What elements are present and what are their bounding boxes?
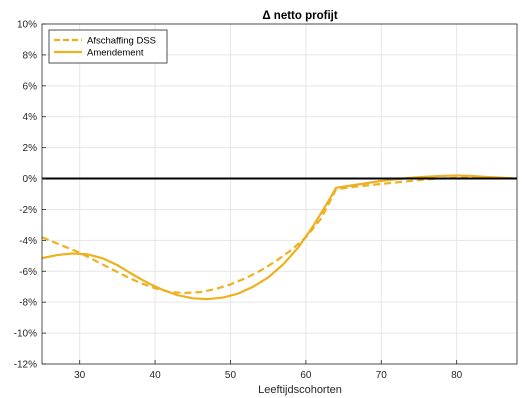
x-tick-label: 80 (451, 370, 463, 381)
x-tick-label: 30 (74, 370, 86, 381)
chart-title: Δ netto profijt (262, 10, 338, 22)
y-tick-label: 4% (23, 112, 38, 123)
y-tick-label: -8% (19, 298, 37, 309)
y-tick-label: -10% (14, 329, 37, 340)
y-tick-label: 6% (23, 81, 38, 92)
legend-label: Afschaffing DSS (87, 36, 156, 47)
x-axis-label: Leeftijdscohorten (258, 384, 342, 396)
y-tick-label: -2% (19, 205, 37, 216)
grid (42, 23, 517, 365)
y-tick-label: 8% (23, 50, 38, 61)
x-tick-label: 50 (225, 370, 237, 381)
legend-box (48, 29, 168, 64)
plot-frame (41, 23, 518, 365)
series-line-amendement (41, 174, 518, 301)
axes: 30 40 50 60 70 80 -12% -10% -8% -6% -4% -2% 0% 2% 4% 6%… (14, 20, 518, 381)
y-tick-label: 2% (23, 143, 38, 154)
y-tick-label: -6% (19, 267, 37, 278)
x-tick-label: 40 (150, 370, 162, 381)
y-tick-label: -4% (19, 236, 37, 247)
x-tick-label: 60 (300, 370, 312, 381)
y-tick-label: 10% (17, 20, 37, 31)
y-tick-label: 0% (23, 174, 38, 185)
x-tick-label: 70 (376, 370, 388, 381)
y-tick-label: -12% (14, 360, 37, 371)
legend-label: Amendement (87, 48, 144, 59)
